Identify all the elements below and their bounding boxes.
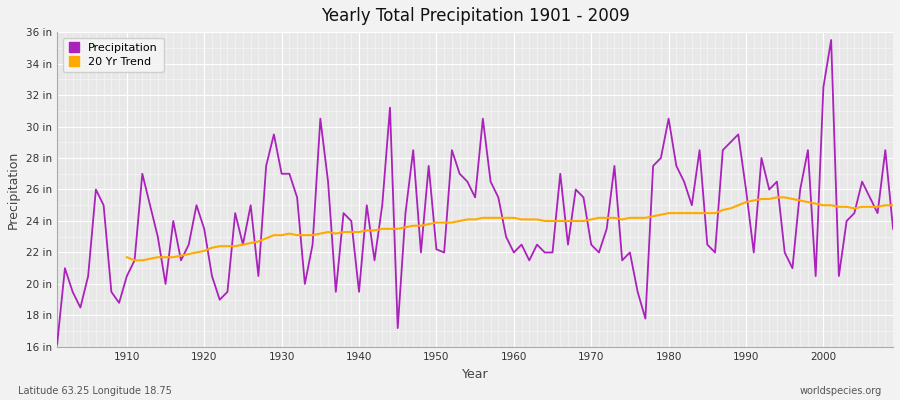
Precipitation <box>500 234 511 239</box>
Precipitation <box>825 38 836 42</box>
Precipitation <box>52 341 63 346</box>
20 Yr Trend <box>307 233 318 238</box>
20 Yr Trend <box>276 233 287 238</box>
20 Yr Trend <box>887 203 898 208</box>
20 Yr Trend <box>864 204 875 209</box>
Title: Yearly Total Precipitation 1901 - 2009: Yearly Total Precipitation 1901 - 2009 <box>320 7 629 25</box>
Legend: Precipitation, 20 Yr Trend: Precipitation, 20 Yr Trend <box>63 38 164 72</box>
Precipitation <box>508 250 519 255</box>
Line: Precipitation: Precipitation <box>58 40 893 344</box>
Line: 20 Yr Trend: 20 Yr Trend <box>127 197 893 260</box>
20 Yr Trend <box>586 217 597 222</box>
Y-axis label: Precipitation: Precipitation <box>7 150 20 229</box>
20 Yr Trend <box>524 217 535 222</box>
Precipitation <box>887 226 898 231</box>
20 Yr Trend <box>130 258 140 263</box>
Text: Latitude 63.25 Longitude 18.75: Latitude 63.25 Longitude 18.75 <box>18 386 172 396</box>
20 Yr Trend <box>122 255 132 260</box>
Precipitation <box>284 171 295 176</box>
Precipitation <box>330 290 341 294</box>
Precipitation <box>601 226 612 231</box>
Precipitation <box>113 300 124 305</box>
Text: worldspecies.org: worldspecies.org <box>800 386 882 396</box>
20 Yr Trend <box>771 195 782 200</box>
X-axis label: Year: Year <box>462 368 489 381</box>
20 Yr Trend <box>842 204 852 209</box>
